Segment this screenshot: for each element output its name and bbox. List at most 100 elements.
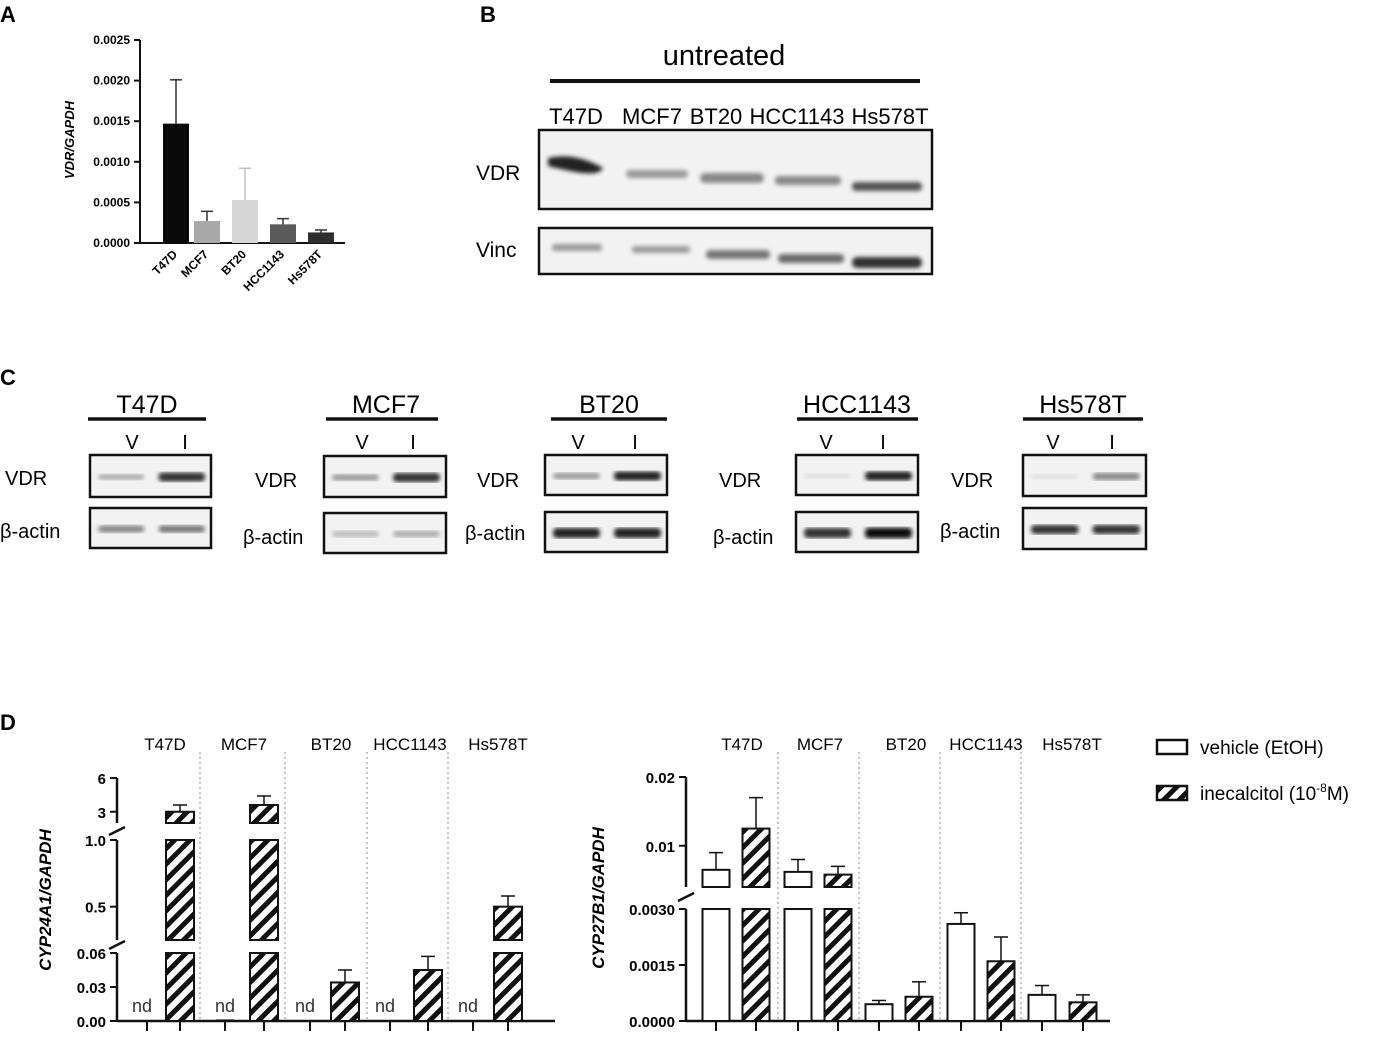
lane-label-i: I: [1109, 432, 1115, 454]
band: [1031, 474, 1079, 479]
panel-letter-b: B: [480, 2, 496, 27]
lane-label-i: I: [410, 432, 416, 454]
nd-label: nd: [375, 996, 395, 1016]
lane-label: HCC1143: [750, 104, 845, 129]
band: [614, 528, 661, 538]
bar-inecalcitol: [823, 908, 853, 1022]
bar-inecalcitol: [986, 960, 1016, 1022]
x-tick-label: MCF7: [178, 247, 211, 280]
chart-a: 0.0000 0.0005 0.0010 0.0015 0.0020 0.0025 VDR/…: [62, 33, 345, 294]
bar: [232, 199, 258, 243]
group-header: BT20: [886, 735, 927, 754]
band: [158, 472, 205, 482]
y-tick-label: 0.00: [77, 1014, 106, 1031]
axis-break: [677, 891, 695, 903]
blot-row-label-vinc: Vinc: [476, 239, 516, 262]
bar-inecalcitol: [165, 839, 195, 941]
row-label-vdr: VDR: [5, 468, 47, 490]
lane-label-v: V: [1046, 432, 1060, 454]
nd-label: nd: [215, 996, 235, 1016]
y-axis-label: CYP27B1/GAPDH: [589, 826, 608, 968]
band: [553, 472, 600, 480]
band: [632, 246, 690, 253]
lane-label: BT20: [690, 104, 743, 129]
y-tick-label: 0.0030: [629, 902, 675, 919]
bar: [163, 123, 189, 243]
legend-swatch-vehicle: [1155, 738, 1189, 756]
bar-vehicle: [1027, 993, 1057, 1022]
bar-vehicle: [701, 908, 731, 1022]
y-axis-label: CYP24A1/GAPDH: [36, 828, 55, 970]
y-tick-label: 0.0000: [93, 236, 130, 250]
bar-inecalcitol: [493, 952, 523, 1022]
row-label-beta-actin: β-actin: [0, 521, 60, 543]
group-header: BT20: [311, 735, 352, 754]
panel-letter-a: A: [0, 2, 16, 27]
chart-d-legend: vehicle (EtOH) inecalcitol (10-8M): [1155, 738, 1349, 805]
band: [553, 528, 600, 538]
bar-inecalcitol: [1068, 1001, 1098, 1022]
x-tick-label: HCC1143: [240, 247, 287, 294]
group-header: HCC1143: [949, 735, 1022, 754]
band: [865, 471, 912, 481]
bar: [308, 232, 334, 243]
untreated-header: untreated: [663, 40, 786, 72]
bar-inecalcitol: [413, 969, 443, 1022]
bar: [270, 224, 296, 243]
group-header: T47D: [144, 735, 186, 754]
bar-vehicle: [946, 922, 976, 1023]
band: [98, 474, 145, 480]
band: [158, 525, 205, 533]
band: [804, 473, 851, 479]
bar-inecalcitol: [249, 952, 279, 1022]
bar-inecalcitol: [741, 908, 771, 1022]
band: [548, 156, 603, 174]
group-header: Hs578T: [1042, 735, 1102, 754]
lane-label-i: I: [880, 432, 886, 454]
bar-vehicle: [783, 908, 813, 1022]
row-label-vdr: VDR: [477, 470, 519, 492]
lane-label-v: V: [571, 432, 585, 454]
band: [393, 473, 440, 482]
row-label-vdr: VDR: [719, 470, 761, 492]
blot-row-label-vdr: VDR: [476, 162, 520, 185]
group-header: HCC1143: [373, 735, 446, 754]
y-tick-label: 0.5: [85, 900, 106, 917]
lane-label: Hs578T: [851, 104, 928, 129]
legend-label-inecalcitol: inecalcitol (10-8M): [1200, 781, 1349, 805]
y-tick-label: 0.0020: [93, 74, 130, 88]
band: [1092, 525, 1140, 534]
bar-vehicle: [216, 1019, 234, 1022]
group-header: MCF7: [797, 735, 843, 754]
band: [700, 173, 764, 183]
panel-b-western-blot: untreated T47D MCF7 BT20 HCC1143 Hs578T …: [476, 40, 934, 276]
band: [778, 254, 844, 263]
y-tick-label: 0.01: [646, 839, 675, 856]
chart-d-left: 0.00 0.03 0.06 0.5 1.0 3 6 CYP24A1/GAPDH T47D nd M…: [36, 735, 555, 1031]
panel-letter-d: D: [0, 710, 16, 735]
row-label-beta-actin: β-actin: [940, 521, 1000, 543]
cell-line-header: BT20: [579, 391, 639, 419]
band: [98, 525, 145, 533]
row-label-beta-actin: β-actin: [243, 527, 303, 549]
y-tick-label: 0.0005: [93, 195, 130, 209]
bar-inecalcitol: [249, 804, 279, 824]
axis-break: [108, 825, 126, 837]
nd-label: nd: [458, 996, 478, 1016]
chart-d-right: 0.0000 0.0015 0.0030 0.01 0.02 CYP27B1/GAPDH T…: [589, 735, 1110, 1031]
lane-label: T47D: [549, 104, 603, 129]
y-tick-label: 0.06: [77, 946, 106, 963]
bar-inecalcitol: [330, 981, 360, 1023]
bar-vehicle: [701, 868, 731, 888]
row-label-vdr: VDR: [255, 470, 297, 492]
lane-label-v: V: [125, 432, 139, 454]
bar-inecalcitol: [165, 810, 195, 824]
band: [706, 250, 770, 259]
group-header: MCF7: [221, 735, 267, 754]
bar-vehicle: [864, 1003, 894, 1023]
y-tick-label: 6: [98, 771, 106, 788]
group-header: Hs578T: [468, 735, 528, 754]
band: [614, 471, 661, 481]
group-header: T47D: [721, 735, 763, 754]
